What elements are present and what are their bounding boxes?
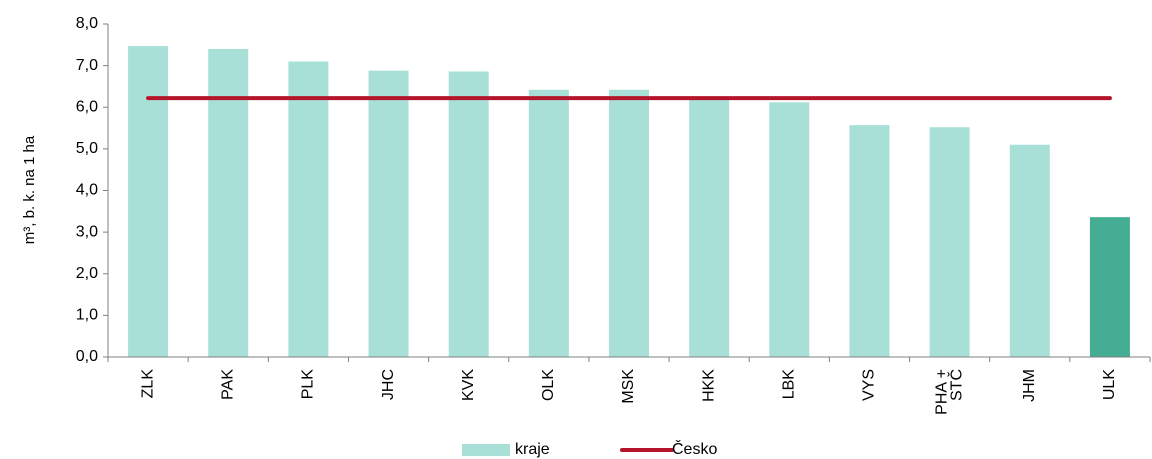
y-tick-label: 1,0 bbox=[76, 307, 98, 324]
x-tick-label: STČ bbox=[946, 369, 965, 401]
bar bbox=[849, 125, 890, 358]
legend-swatch bbox=[462, 444, 510, 456]
bar bbox=[1089, 217, 1130, 357]
x-tick-label: ULK bbox=[1101, 369, 1118, 400]
bar bbox=[288, 61, 329, 358]
legend-label: kraje bbox=[515, 441, 550, 458]
x-tick-label: VYS bbox=[861, 369, 878, 401]
y-tick-label: 8,0 bbox=[76, 15, 98, 32]
x-tick-label: PHA + bbox=[933, 369, 950, 415]
bar bbox=[368, 70, 409, 358]
y-tick-label: 2,0 bbox=[76, 265, 98, 282]
x-tick-label: HKK bbox=[700, 369, 717, 402]
x-tick-label: JHC bbox=[380, 369, 397, 400]
bar bbox=[689, 98, 730, 358]
bar bbox=[528, 89, 569, 357]
x-tick-label: MSK bbox=[620, 369, 637, 404]
bar bbox=[929, 127, 970, 357]
x-tick-label: ZLK bbox=[139, 369, 156, 399]
y-tick-label: 5,0 bbox=[76, 140, 98, 157]
x-tick-label: PLK bbox=[300, 369, 317, 400]
bar bbox=[128, 46, 169, 357]
bar bbox=[769, 102, 810, 357]
y-tick-label: 4,0 bbox=[76, 182, 98, 199]
bar bbox=[1009, 144, 1050, 357]
x-tick-label: KVK bbox=[460, 369, 477, 401]
x-tick-label: LBK bbox=[781, 369, 798, 400]
y-tick-label: 3,0 bbox=[76, 223, 98, 240]
y-tick-label: 0,0 bbox=[76, 348, 98, 365]
x-tick-label: OLK bbox=[540, 369, 557, 401]
y-tick-label: 6,0 bbox=[76, 98, 98, 115]
x-tick-label: JHM bbox=[1021, 369, 1038, 402]
legend-label: Česko bbox=[672, 439, 717, 458]
bar bbox=[609, 89, 649, 357]
y-axis-label: m³, b. k. na 1 ha bbox=[21, 135, 38, 244]
bar bbox=[448, 71, 489, 357]
bar bbox=[208, 48, 249, 357]
x-tick-label: PAK bbox=[219, 369, 236, 400]
y-tick-label: 7,0 bbox=[76, 57, 98, 74]
